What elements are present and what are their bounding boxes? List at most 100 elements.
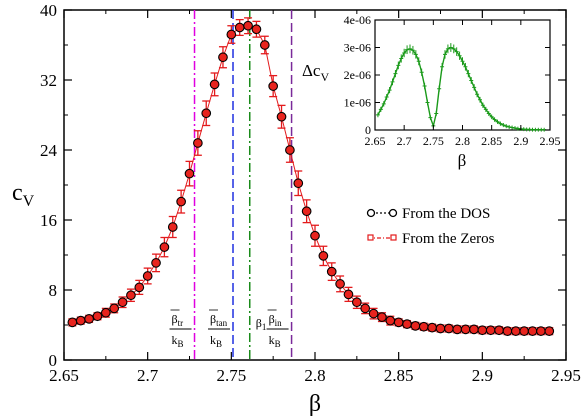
data-point — [117, 297, 128, 308]
legend-label-dos: From the DOS — [402, 206, 490, 222]
inset-y-axis-label: ΔcV — [302, 61, 329, 84]
data-point — [84, 314, 94, 324]
data-point — [485, 325, 496, 336]
data-point — [134, 282, 145, 293]
y-tick-label: 0 — [49, 351, 58, 370]
data-point — [444, 323, 454, 334]
data-point — [385, 315, 396, 326]
data-point — [234, 22, 245, 33]
data-point — [469, 324, 479, 335]
data-point — [218, 52, 228, 63]
vertical-line-label: β1 — [256, 316, 267, 332]
data-point — [193, 138, 203, 148]
data-point — [293, 178, 304, 189]
vertical-line-label: βtr — [172, 312, 184, 328]
x-tick-label: 2.7 — [137, 366, 159, 385]
legend: From the DOS From the Zeros — [366, 206, 495, 247]
data-point — [268, 81, 279, 91]
inset-x-tick-label: 2.9 — [513, 134, 528, 148]
x-tick-label: 2.9 — [472, 366, 493, 385]
data-point — [67, 317, 78, 328]
x-tick-label: 2.65 — [49, 366, 79, 385]
data-point — [351, 297, 362, 308]
vertical-line-label-denominator: kB — [210, 333, 222, 349]
data-point — [536, 326, 546, 336]
inset-y-tick-label: 1e-06 — [344, 96, 371, 110]
inset-y-tick-label: 3e-06 — [344, 41, 371, 55]
x-tick-label: 2.85 — [384, 366, 414, 385]
inset-plot-frame — [374, 19, 551, 131]
data-point — [100, 307, 111, 318]
legend-label-zeros: From the Zeros — [402, 231, 495, 247]
y-tick-label: 24 — [40, 141, 58, 160]
data-point — [301, 206, 312, 217]
inset-ticks: 2.65 2.7 2.75 2.8 2.85 2.9 2.95 0 1e-06 2e-06 3e-0… — [344, 13, 561, 148]
data-point — [477, 325, 488, 336]
legend-item-dos: From the DOS — [366, 206, 490, 222]
x-tick-label: 2.8 — [304, 366, 325, 385]
data-point — [435, 323, 446, 334]
data-point — [167, 222, 178, 232]
data-point — [126, 290, 136, 301]
data-point — [460, 324, 471, 335]
inset-x-axis-label: β — [458, 151, 467, 170]
x-tick-label: 2.95 — [551, 366, 581, 385]
data-point — [259, 40, 270, 50]
inset-x-tick-label: 2.95 — [540, 134, 561, 148]
main-series — [67, 17, 555, 336]
data-point — [368, 308, 379, 319]
data-point — [494, 325, 504, 336]
y-axis-label: cV — [12, 180, 35, 210]
data-point — [310, 230, 320, 241]
vertical-line-label-denominator: kB — [269, 333, 281, 349]
data-point — [402, 319, 412, 329]
y-tick-label: 8 — [49, 281, 58, 300]
vertical-lines — [193, 10, 293, 360]
data-point — [377, 312, 387, 322]
data-point — [285, 145, 295, 155]
data-point — [527, 326, 538, 336]
data-point — [360, 303, 371, 314]
y-tick-label: 32 — [40, 71, 57, 90]
data-point — [226, 29, 237, 40]
data-point — [393, 317, 404, 328]
legend-item-zeros: From the Zeros — [367, 231, 495, 247]
data-point — [159, 242, 170, 252]
data-point — [92, 311, 103, 322]
data-point — [75, 315, 86, 326]
inset-series — [375, 43, 547, 132]
vertical-line-label: βin — [269, 312, 283, 328]
inset-y-tick-label: 0 — [365, 123, 371, 137]
data-point — [410, 321, 421, 331]
inset-x-tick-label: 2.65 — [365, 134, 386, 148]
x-axis-label: β — [309, 391, 321, 417]
data-point — [343, 289, 354, 300]
inset-x-tick-label: 2.7 — [397, 134, 412, 148]
vertical-line-label: βtan — [210, 312, 228, 328]
inset-x-tick-label: 2.8 — [455, 134, 470, 148]
main-ticks: 2.65 2.7 2.75 2.8 2.85 2.9 2.95 0 8 16 24 32 40 — [40, 1, 581, 385]
data-point — [251, 24, 262, 35]
data-point — [276, 111, 287, 122]
data-point — [201, 108, 212, 119]
data-point — [418, 321, 429, 332]
data-point — [502, 326, 513, 336]
data-point — [544, 326, 555, 336]
inset-plot: 2.65 2.7 2.75 2.8 2.85 2.9 2.95 0 1e-06 2e-06 3e-0… — [302, 13, 561, 170]
data-point — [335, 279, 345, 289]
inset-x-tick-label: 2.85 — [481, 134, 502, 148]
data-point — [452, 324, 463, 335]
inset-x-tick-label: 2.75 — [423, 134, 444, 148]
data-point — [519, 326, 530, 336]
inset-y-tick-label: 4e-06 — [344, 13, 371, 27]
vertical-line-label-denominator: kB — [172, 333, 184, 349]
data-point — [243, 20, 253, 31]
inset-y-tick-label: 2e-06 — [344, 68, 371, 82]
data-point — [142, 271, 153, 281]
data-point — [510, 326, 521, 336]
x-tick-label: 2.75 — [216, 366, 246, 385]
data-point — [427, 322, 437, 333]
